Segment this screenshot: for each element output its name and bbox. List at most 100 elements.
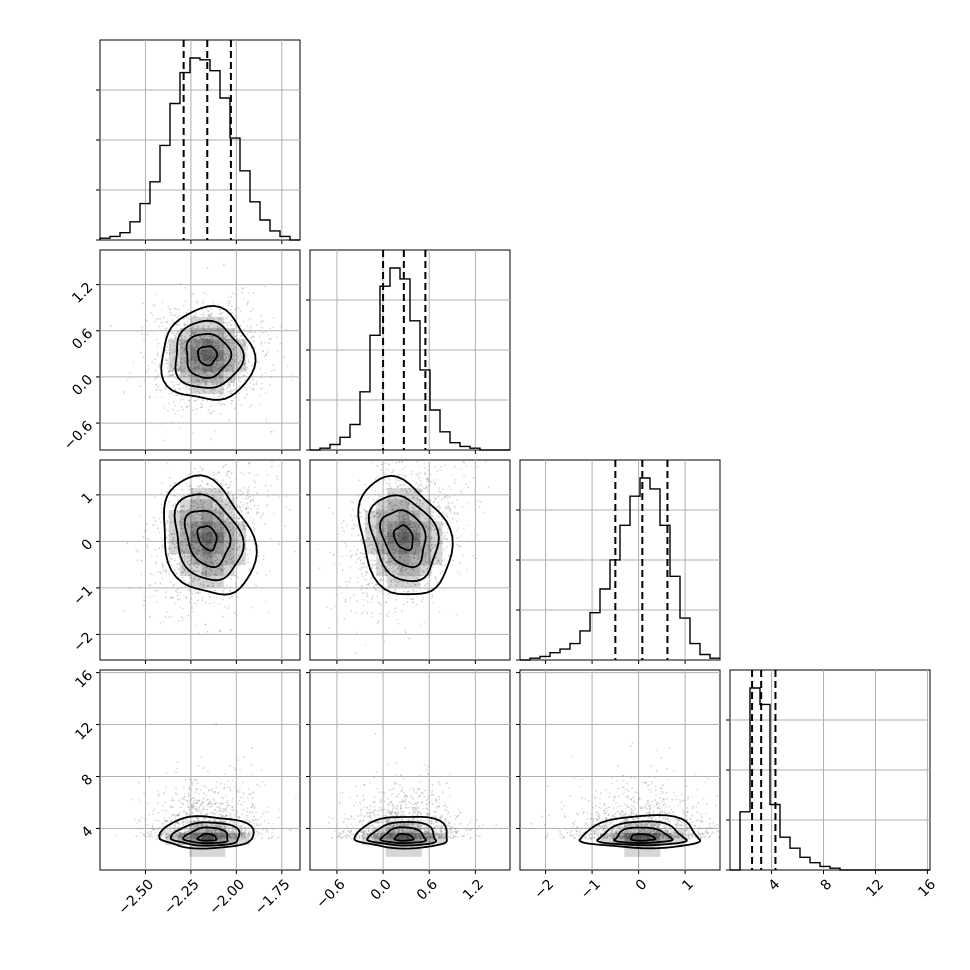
- sample-point: [146, 319, 149, 322]
- sample-point: [231, 342, 234, 344]
- sample-point: [174, 482, 177, 485]
- sample-point: [414, 514, 416, 517]
- sample-point: [232, 382, 235, 385]
- sample-point: [272, 363, 275, 366]
- sample-point: [220, 526, 223, 529]
- sample-point: [185, 541, 187, 544]
- sample-point: [216, 519, 218, 522]
- sample-point: [216, 531, 219, 534]
- sample-point: [420, 545, 423, 548]
- sample-point: [195, 408, 198, 411]
- sample-point: [391, 505, 394, 508]
- sample-point: [171, 806, 173, 809]
- sample-point: [211, 342, 214, 345]
- sample-point: [191, 330, 193, 333]
- sample-point: [218, 535, 220, 537]
- sample-point: [245, 548, 248, 550]
- sample-point: [429, 473, 432, 476]
- sample-point: [370, 564, 372, 566]
- density-cell: [387, 576, 399, 588]
- sample-point: [233, 327, 236, 330]
- sample-point: [276, 452, 278, 454]
- sample-point: [426, 510, 428, 513]
- sample-point: [172, 367, 175, 370]
- sample-point: [285, 505, 287, 508]
- sample-point: [196, 485, 199, 488]
- sample-point: [447, 506, 449, 509]
- sample-point: [248, 386, 250, 388]
- sample-point: [371, 550, 373, 553]
- sample-point: [396, 486, 399, 488]
- sample-point: [191, 332, 194, 335]
- sample-point: [183, 336, 186, 339]
- sample-point: [337, 533, 340, 535]
- density-cell: [201, 554, 213, 566]
- sample-point: [218, 345, 220, 347]
- sample-point: [412, 597, 414, 600]
- sample-point: [193, 547, 196, 550]
- sample-point: [174, 336, 177, 339]
- sample-point: [172, 829, 174, 832]
- sample-point: [457, 544, 460, 547]
- sample-point: [221, 354, 224, 357]
- sample-point: [400, 568, 403, 571]
- scatter-panel-1-4: [96, 669, 301, 874]
- sample-point: [217, 345, 220, 348]
- sample-point: [265, 419, 267, 421]
- sample-point: [208, 341, 211, 344]
- sample-point: [392, 554, 395, 557]
- sample-point: [332, 554, 335, 557]
- sample-point: [183, 360, 186, 363]
- density-cell: [201, 532, 213, 544]
- density-cell: [201, 532, 213, 544]
- histogram-panel-3: [516, 459, 721, 664]
- sample-point: [389, 528, 392, 531]
- sample-point: [163, 334, 166, 337]
- sample-point: [341, 526, 344, 529]
- contour-line: [368, 494, 440, 583]
- sample-point: [375, 589, 377, 591]
- sample-point: [211, 541, 214, 543]
- sample-point: [243, 525, 246, 527]
- sample-point: [170, 314, 173, 316]
- sample-point: [217, 511, 220, 513]
- sample-point: [217, 834, 220, 837]
- sample-point: [164, 329, 167, 331]
- sample-point: [405, 551, 408, 553]
- sample-point: [204, 488, 207, 491]
- sample-point: [191, 540, 194, 543]
- sample-point: [404, 552, 407, 555]
- sample-point: [185, 311, 188, 314]
- sample-point: [205, 570, 208, 573]
- sample-point: [406, 601, 409, 603]
- sample-point: [222, 363, 225, 366]
- sample-point: [195, 834, 198, 837]
- sample-point: [396, 572, 398, 575]
- sample-point: [180, 357, 183, 359]
- sample-point: [370, 559, 373, 562]
- sample-point: [196, 566, 199, 569]
- sample-point: [204, 379, 207, 381]
- sample-point: [429, 526, 432, 529]
- sample-point: [189, 389, 192, 391]
- sample-point: [224, 820, 227, 823]
- sample-point: [412, 569, 415, 572]
- sample-point: [417, 484, 420, 487]
- sample-point: [218, 395, 221, 397]
- sample-point: [436, 516, 439, 519]
- sample-point: [204, 329, 207, 331]
- sample-point: [232, 497, 235, 499]
- sample-point: [193, 517, 195, 520]
- density-cell: [420, 521, 432, 533]
- sample-point: [166, 521, 169, 524]
- sample-point: [382, 530, 384, 533]
- sample-point: [228, 368, 230, 371]
- sample-point: [192, 579, 195, 582]
- sample-point: [415, 546, 418, 549]
- sample-point: [204, 566, 207, 568]
- sample-point: [395, 525, 397, 528]
- sample-point: [403, 498, 405, 501]
- sample-point: [201, 536, 204, 539]
- sample-point: [151, 360, 154, 363]
- sample-point: [185, 385, 188, 388]
